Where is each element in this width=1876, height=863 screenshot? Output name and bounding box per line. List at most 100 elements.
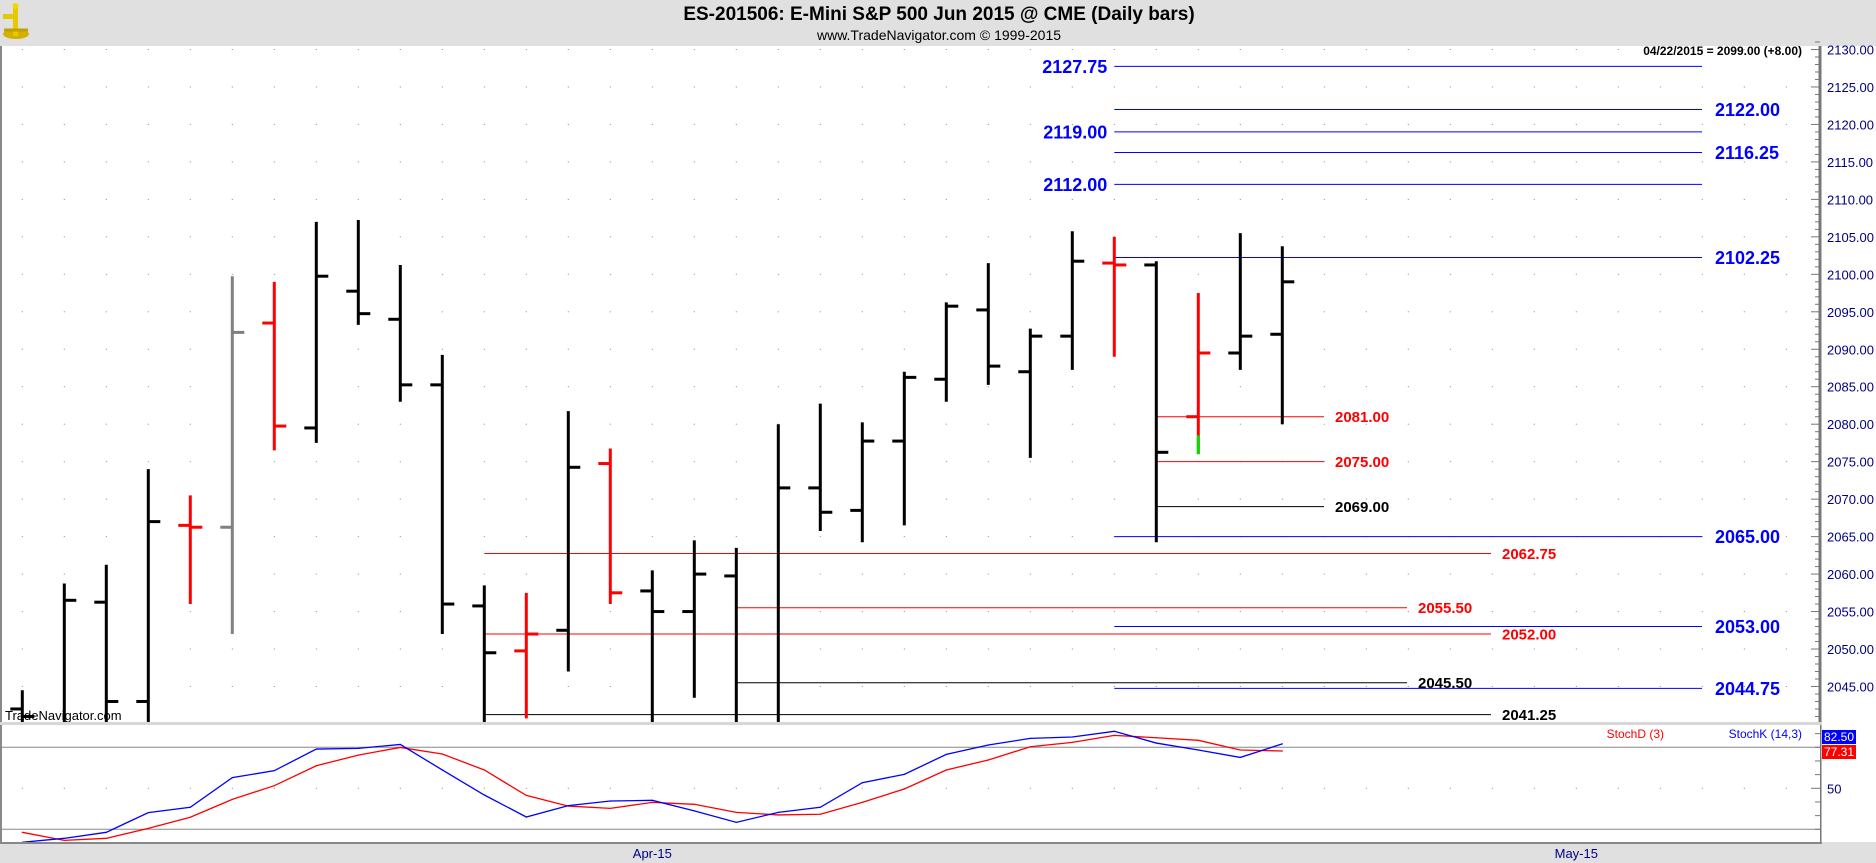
stoch-point <box>1155 737 1157 739</box>
stoch-point <box>525 794 527 797</box>
ohlc-bar[interactable] <box>556 411 581 672</box>
stoch-point <box>1113 730 1115 732</box>
stoch-point <box>525 816 527 818</box>
stoch-point <box>315 765 317 767</box>
level-label: 2062.75 <box>1502 546 1556 563</box>
ohlc-bar[interactable] <box>346 219 371 325</box>
ohlc-bar[interactable] <box>598 448 623 605</box>
ohlc-bar[interactable] <box>976 263 1001 385</box>
ohlc-bar[interactable] <box>1018 328 1043 458</box>
price-axis-label: 2110.00 <box>1827 192 1873 207</box>
stoch-point <box>987 744 989 746</box>
level-label: 2065.00 <box>1715 527 1780 547</box>
stochastic-panel[interactable] <box>2 725 1820 842</box>
ohlc-bar[interactable] <box>892 371 917 526</box>
panel-separator[interactable] <box>0 722 1822 725</box>
ohlc-bar[interactable] <box>934 302 959 402</box>
stoch-point <box>63 837 65 839</box>
stoch-point <box>189 816 191 818</box>
level-label: 2041.25 <box>1502 707 1556 724</box>
ohlc-bar[interactable] <box>388 264 413 402</box>
price-axis-label: 2080.00 <box>1827 417 1874 432</box>
price-axis-label: 2060.00 <box>1827 567 1874 582</box>
stoch-point <box>315 748 317 750</box>
stoch-point <box>945 769 947 771</box>
ohlc-bar[interactable] <box>514 592 539 719</box>
stoch-point <box>273 785 275 787</box>
stoch-point <box>651 801 653 803</box>
watermark-text: TradeNavigator.com <box>5 708 122 723</box>
level-label: 2119.00 <box>1043 122 1107 142</box>
price-axis-label: 2125.00 <box>1827 80 1874 95</box>
price-levels: 2127.75 2122.00 2119.00 2116.25 2112.00 2102.… <box>484 57 1780 724</box>
stoch-point <box>441 769 443 771</box>
ohlc-bar[interactable] <box>1270 246 1295 425</box>
ohlc-bar[interactable] <box>178 495 203 605</box>
price-axis-label: 2050.00 <box>1827 642 1874 657</box>
stoch-point <box>987 759 989 761</box>
stoch-point <box>105 837 107 839</box>
level-label: 2127.75 <box>1042 57 1107 77</box>
price-bars <box>10 219 1295 762</box>
stochastic-grid <box>2 746 1820 830</box>
price-axis-label: 2045.00 <box>1827 679 1874 694</box>
header-bar <box>0 0 1876 46</box>
stoch-point <box>21 841 23 842</box>
ohlc-bar[interactable] <box>304 221 329 443</box>
stoch-point <box>231 777 233 779</box>
stoch-point <box>357 754 359 756</box>
date-axis-label: Apr-15 <box>633 846 672 861</box>
price-axis-label: 2075.00 <box>1827 455 1874 470</box>
stoch-point <box>819 813 821 815</box>
stoch-point <box>1281 743 1283 745</box>
level-label: 2102.25 <box>1715 248 1780 268</box>
ohlc-bar[interactable] <box>1060 231 1085 370</box>
stoch-d-value: 77.31 <box>1824 745 1854 759</box>
ohlc-bar[interactable] <box>430 354 455 635</box>
ohlc-bar[interactable] <box>10 690 35 761</box>
ohlc-bar[interactable] <box>472 585 497 761</box>
ohlc-bar[interactable] <box>1102 236 1127 357</box>
ohlc-bar[interactable] <box>220 276 245 635</box>
stoch-point <box>21 831 23 833</box>
stoch-point <box>1281 750 1283 752</box>
ohlc-bar[interactable] <box>640 570 665 761</box>
date-axis <box>0 842 1876 863</box>
stoch-point <box>651 799 653 801</box>
ohlc-bar[interactable] <box>808 403 833 531</box>
level-label: 2044.75 <box>1715 679 1780 699</box>
ohlc-bar[interactable] <box>724 547 748 762</box>
stoch-d-value-box <box>1822 745 1856 759</box>
sextant-logo-icon <box>3 3 29 39</box>
stoch-point <box>1071 736 1073 738</box>
stoch-point <box>1113 734 1115 736</box>
ohlc-bar[interactable] <box>262 281 287 451</box>
stoch-point <box>777 811 779 813</box>
level-label: 2075.00 <box>1335 454 1389 471</box>
level-label: 2116.25 <box>1715 143 1779 163</box>
price-axis-label: 2105.00 <box>1827 230 1874 245</box>
stoch-point <box>693 810 695 812</box>
stoch-point <box>903 788 905 790</box>
stoch-point <box>483 794 485 796</box>
stoch-point <box>273 770 275 772</box>
ohlc-bar[interactable] <box>850 422 875 543</box>
stoch-point <box>147 812 149 814</box>
ohlc-bar[interactable] <box>52 583 77 761</box>
ohlc-bar[interactable] <box>1228 233 1253 370</box>
stoch-point <box>1197 739 1199 741</box>
price-panel[interactable] <box>2 46 1820 722</box>
price-axis-label: 2120.00 <box>1827 117 1874 132</box>
level-label: 2052.00 <box>1502 626 1556 643</box>
ohlc-bar[interactable] <box>682 540 707 698</box>
ohlc-bar[interactable] <box>136 469 161 761</box>
ohlc-bar[interactable] <box>94 564 119 762</box>
ohlc-bar[interactable] <box>1144 261 1169 543</box>
stoch-point <box>147 827 149 829</box>
stoch-point <box>483 769 485 771</box>
ohlc-bar[interactable] <box>1186 293 1211 455</box>
ohlc-bar[interactable] <box>766 424 791 761</box>
stoch-point <box>735 821 737 823</box>
stoch-point <box>1155 742 1157 744</box>
stoch-point <box>441 753 443 755</box>
